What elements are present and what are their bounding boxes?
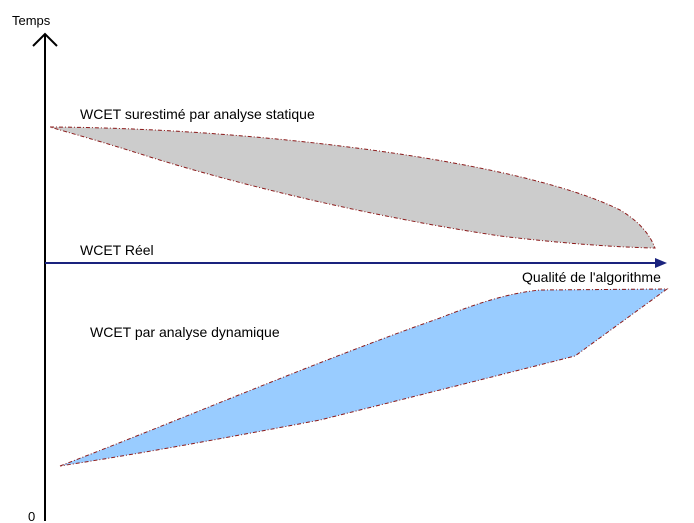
- origin-label: 0: [28, 509, 35, 523]
- real-wcet-arrowhead: [655, 258, 667, 268]
- static-analysis-region: [49, 126, 656, 249]
- x-axis-label: Qualité de l'algorithme: [522, 269, 661, 285]
- y-axis-label: Temps: [12, 13, 51, 28]
- real-wcet-label: WCET Réel: [80, 242, 154, 258]
- dynamic-analysis-label: WCET par analyse dynamique: [90, 324, 280, 340]
- y-axis-arrowhead: [32, 32, 58, 47]
- static-analysis-label: WCET surestimé par analyse statique: [80, 106, 315, 122]
- dynamic-analysis-region: [59, 288, 669, 467]
